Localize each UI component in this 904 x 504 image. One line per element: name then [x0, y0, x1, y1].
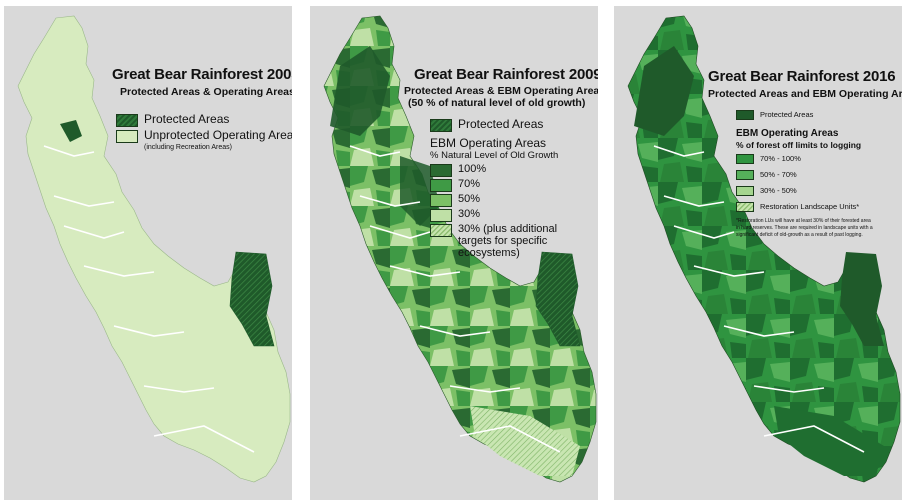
page-title: Great Bear Rainforest 2016: [708, 68, 896, 85]
legend-label-70-100: 70% - 100%: [760, 154, 801, 163]
map-panel-2005: Great Bear Rainforest 2005 Protected Are…: [4, 6, 292, 500]
legend-label-protected: Protected Areas: [760, 110, 814, 119]
map-panel-2009: Great Bear Rainforest 2009 Protected Are…: [310, 6, 598, 500]
legend-label-50: 50%: [458, 193, 481, 205]
legend-label-30: 30%: [458, 208, 481, 220]
legend-footnote-1: *Restoration LUs will have at least 30% …: [736, 218, 871, 224]
legend-label-100: 100%: [458, 163, 487, 175]
legend-heading: EBM Operating Areas: [430, 136, 547, 150]
page-title: Great Bear Rainforest 2005: [112, 66, 292, 83]
legend-swatch-unprotected: [116, 130, 138, 143]
legend-swatch-30-50: [736, 186, 754, 196]
legend-swatch-protected: [116, 114, 138, 127]
legend-label-30-plus-2: targets for specific: [458, 235, 548, 247]
legend-swatch-70: [430, 179, 452, 192]
map-panel-2016: Great Bear Rainforest 2016 Protected Are…: [614, 6, 902, 500]
page-title: Great Bear Rainforest 2009: [414, 66, 598, 83]
page-subtitle: Protected Areas and EBM Operating Areas: [708, 88, 902, 100]
legend-label-70: 70%: [458, 178, 481, 190]
legend-swatch-100: [430, 164, 452, 177]
map-2016: [627, 15, 901, 483]
legend-swatch-30: [430, 209, 452, 222]
legend-label-restoration: Restoration Landscape Units*: [760, 202, 860, 211]
legend-label-30-50: 30% - 50%: [760, 186, 797, 195]
legend-footnote-2: in hard reserves. These are required in …: [736, 225, 873, 231]
legend-label-protected: Protected Areas: [458, 117, 544, 131]
legend-subheading: % of forest off limits to logging: [736, 140, 862, 150]
page-subtitle: Protected Areas & Operating Areas: [120, 86, 292, 98]
legend-swatch-50: [430, 194, 452, 207]
legend-swatch-50-70: [736, 170, 754, 180]
page-subtitle-line1: Protected Areas & EBM Operating Areas: [404, 85, 598, 97]
legend-label-protected: Protected Areas: [144, 112, 230, 126]
legend-label-30-plus-1: 30% (plus additional: [458, 223, 558, 235]
map-2005: [17, 15, 291, 483]
legend-swatch-protected: [736, 110, 754, 120]
protected-area-east: [229, 251, 275, 347]
legend-swatch-30-plus: [430, 224, 452, 237]
legend-note-unprotected: (including Recreation Areas): [144, 144, 232, 151]
legend-label-50-70: 50% - 70%: [760, 170, 797, 179]
legend-label-30-plus-3: ecosystems): [458, 247, 520, 259]
legend-label-unprotected: Unprotected Operating Areas: [144, 128, 292, 142]
page-subtitle-line2: (50 % of natural level of old growth): [408, 97, 586, 109]
legend-swatch-70-100: [736, 154, 754, 164]
legend-subheading: % Natural Level of Old Growth: [430, 150, 559, 161]
legend-footnote-3: significant deficit of old-growth as a r…: [736, 232, 863, 238]
legend-heading: EBM Operating Areas: [736, 128, 839, 139]
protected-area-small: [60, 120, 82, 142]
legend-swatch-restoration: [736, 202, 754, 212]
fjord-lines: [43, 145, 255, 453]
legend-swatch-protected: [430, 119, 452, 132]
